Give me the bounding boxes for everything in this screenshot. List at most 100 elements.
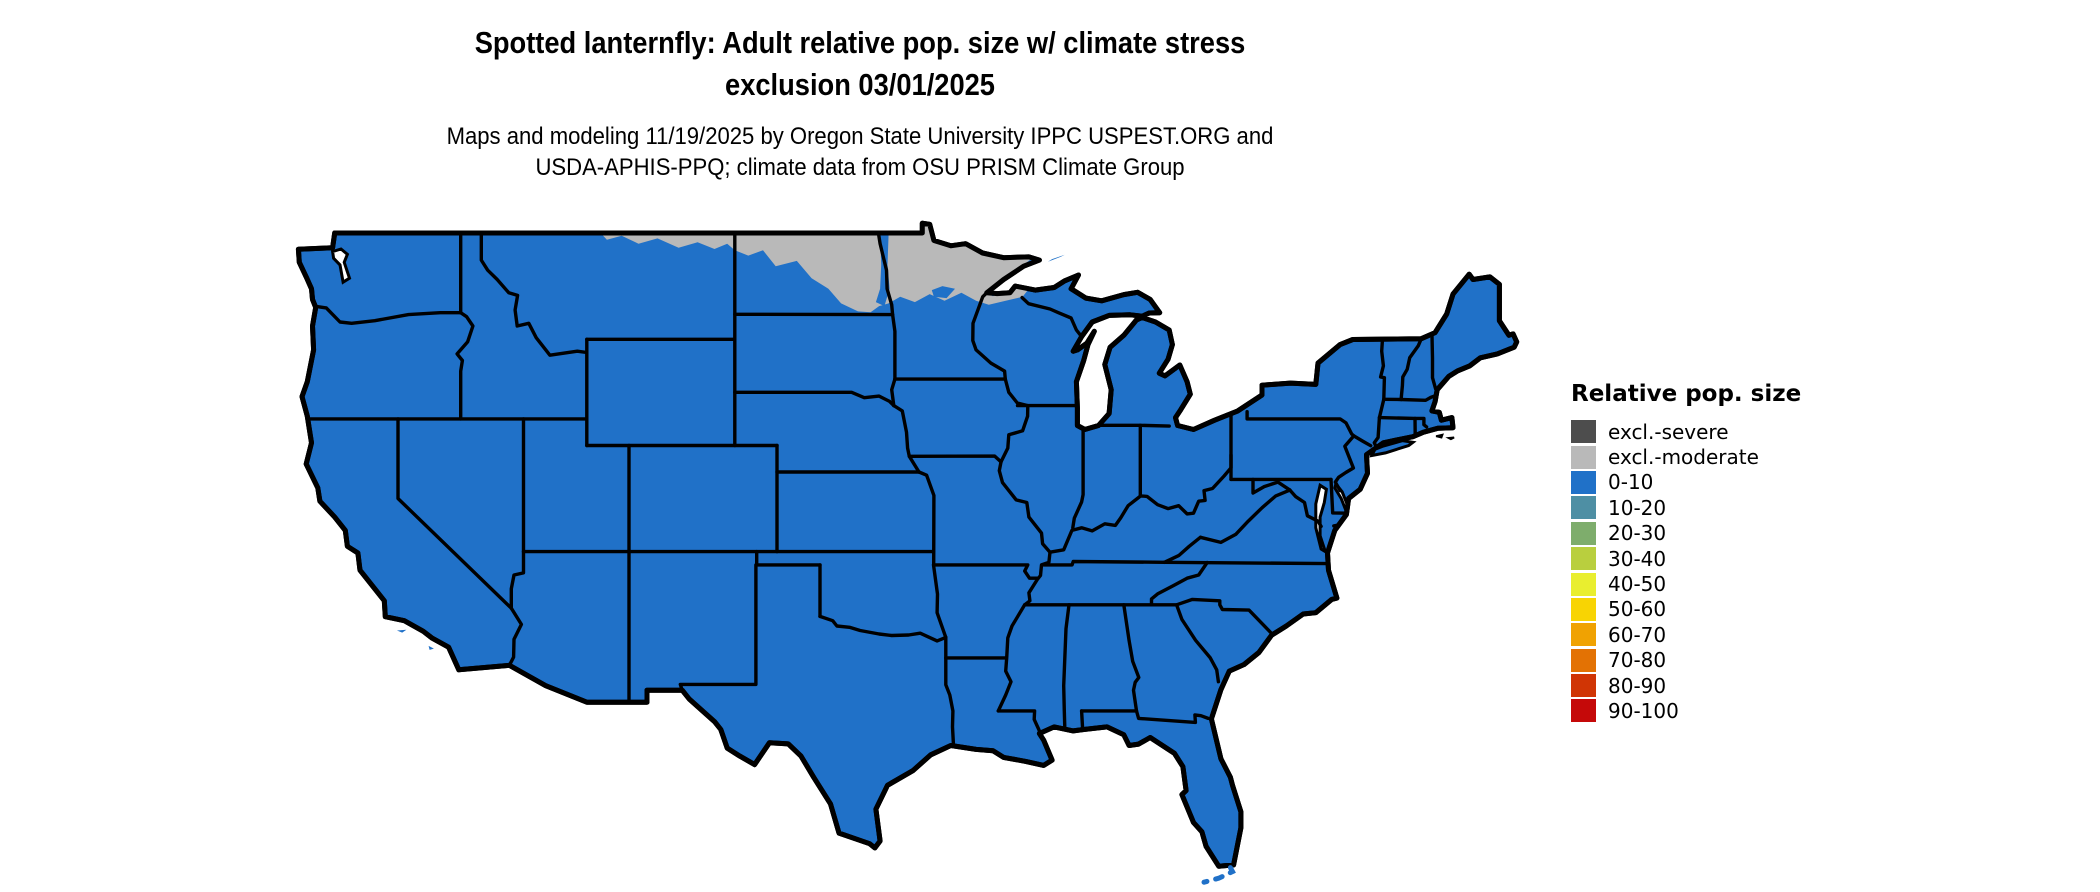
state-border [396, 417, 524, 667]
legend-items: excl.-severe excl.-moderate 0-10 10-20 20-30… [1571, 419, 1801, 724]
legend-label: excl.-moderate [1608, 445, 1759, 470]
state-border [1174, 603, 1221, 684]
legend-swatch [1571, 648, 1596, 672]
population-patch [931, 286, 955, 299]
legend-label: 70-80 [1608, 648, 1667, 673]
legend-label: excl.-severe [1608, 419, 1729, 444]
state-border [1372, 337, 1387, 448]
state-border [890, 377, 897, 408]
state-border [455, 311, 475, 421]
state-border [1071, 423, 1085, 530]
legend-swatch [1571, 496, 1596, 520]
state-border [907, 454, 1003, 464]
state-border [311, 304, 463, 325]
legend-swatch [1571, 699, 1596, 723]
legend-item: 10-20 [1571, 495, 1801, 520]
legend-swatch [1571, 623, 1596, 647]
island [1445, 436, 1455, 441]
state-border [1162, 560, 1331, 566]
state-border [733, 390, 896, 408]
state-border [931, 563, 948, 640]
legend-label: 10-20 [1608, 495, 1667, 520]
legend: Relative pop. size excl.-severe excl.-mod… [1571, 381, 1801, 724]
island [1047, 254, 1065, 262]
legend-label: 90-100 [1608, 698, 1679, 723]
state-border [1122, 603, 1141, 713]
exclusion-moderate-region [600, 223, 1042, 313]
island [428, 645, 434, 650]
state-border [932, 563, 1040, 580]
state-border [1329, 477, 1349, 515]
state-border [1020, 295, 1084, 339]
page-subtitle: Maps and modeling 11/19/2025 by Oregon S… [69, 121, 1651, 183]
state-border [1096, 423, 1171, 428]
legend-swatch [1571, 597, 1596, 621]
state-border [1377, 415, 1429, 429]
title-line-2: exclusion 03/01/2025 [725, 67, 995, 102]
state-border [892, 403, 921, 474]
legend-swatch [1571, 674, 1596, 698]
nation-outline [295, 220, 1520, 869]
subtitle-line-2: USDA-APHIS-PPQ; climate data from OSU PR… [535, 154, 1185, 181]
legend-item: excl.-moderate [1571, 444, 1801, 469]
legend-item: 80-90 [1571, 673, 1801, 698]
state-border [1149, 560, 1209, 607]
state-border [1149, 597, 1275, 637]
legend-item: 40-50 [1571, 571, 1801, 596]
state-border [971, 291, 1052, 713]
nation-fill [295, 220, 1520, 869]
legend-title: Relative pop. size [1571, 381, 1802, 407]
state-border [917, 470, 936, 567]
state-border [944, 635, 956, 746]
legend-label: 40-50 [1608, 572, 1667, 597]
legend-swatch [1571, 572, 1596, 596]
state-border [1382, 394, 1437, 402]
legend-item: excl.-severe [1571, 419, 1801, 444]
subtitle-line-1: Maps and modeling 11/19/2025 by Oregon S… [446, 123, 1274, 150]
legend-label: 20-30 [1608, 521, 1667, 546]
legend-item: 70-80 [1571, 648, 1801, 673]
legend-item: 20-30 [1571, 521, 1801, 546]
state-border [1399, 337, 1424, 402]
legend-label: 30-40 [1608, 546, 1667, 571]
state-border [1430, 329, 1438, 391]
legend-item: 60-70 [1571, 622, 1801, 647]
state-border [1288, 488, 1323, 529]
legend-swatch [1571, 445, 1596, 469]
state-border [1061, 603, 1071, 730]
state-border [1352, 434, 1373, 448]
title-line-1: Spotted lanternfly: Adult relative pop. … [474, 25, 1246, 60]
state-border [1198, 488, 1292, 545]
state-border [479, 231, 589, 357]
legend-label: 0-10 [1608, 470, 1654, 495]
island [1435, 433, 1444, 439]
state-border [1079, 709, 1085, 732]
legend-item: 50-60 [1571, 597, 1801, 622]
island [1369, 439, 1417, 458]
legend-swatch [1571, 547, 1596, 571]
legend-swatch [1571, 420, 1596, 444]
legend-item: 30-40 [1571, 546, 1801, 571]
state-border [1041, 559, 1167, 567]
state-border [1333, 434, 1356, 493]
legend-swatch [1571, 470, 1596, 494]
page-title: Spotted lanternfly: Adult relative pop. … [103, 22, 1617, 106]
legend-swatch [1571, 521, 1596, 545]
water-body [330, 247, 352, 285]
state-border [876, 231, 897, 381]
figure-header: Spotted lanternfly: Adult relative pop. … [0, 22, 1720, 183]
state-border [1251, 477, 1292, 495]
state-border [509, 417, 526, 610]
island [396, 629, 407, 633]
state-border [678, 563, 758, 692]
state-border [818, 614, 948, 643]
legend-item: 0-10 [1571, 470, 1801, 495]
state-border [1245, 410, 1356, 438]
state-border [1079, 709, 1210, 725]
florida-keys [1201, 865, 1236, 885]
legend-item: 90-100 [1571, 698, 1801, 723]
legend-label: 50-60 [1608, 597, 1667, 622]
legend-label: 80-90 [1608, 673, 1667, 698]
